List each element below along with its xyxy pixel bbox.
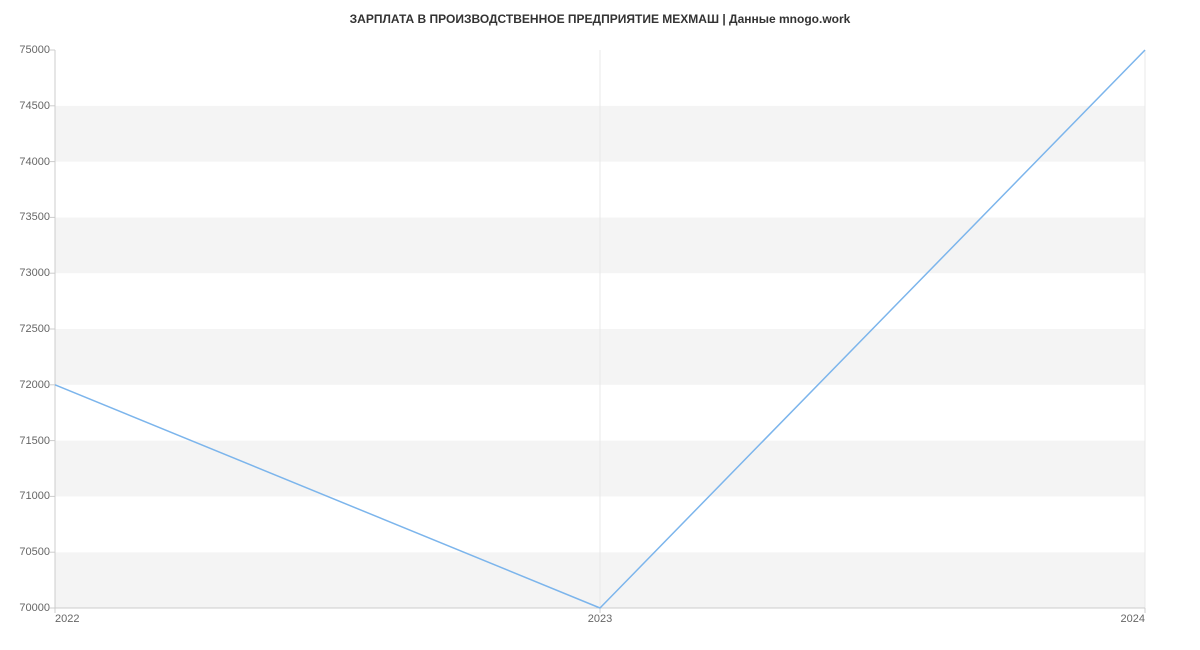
- y-tick-label: 74500: [5, 100, 50, 112]
- x-tick-label: 2023: [588, 613, 612, 625]
- y-tick-label: 72000: [5, 379, 50, 391]
- y-tick-label: 74000: [5, 156, 50, 168]
- x-tick-label: 2022: [55, 613, 79, 625]
- y-tick-label: 71000: [5, 490, 50, 502]
- y-tick-label: 70500: [5, 546, 50, 558]
- y-tick-label: 70000: [5, 602, 50, 614]
- y-tick-label: 73500: [5, 211, 50, 223]
- y-tick-label: 71500: [5, 435, 50, 447]
- x-tick-label: 2024: [1121, 613, 1145, 625]
- chart-svg: [0, 0, 1200, 650]
- y-tick-label: 73000: [5, 267, 50, 279]
- y-tick-label: 72500: [5, 323, 50, 335]
- y-tick-label: 75000: [5, 44, 50, 56]
